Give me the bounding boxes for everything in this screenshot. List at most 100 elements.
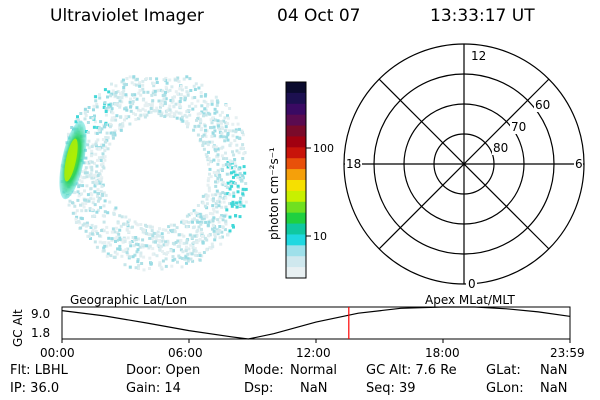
uv-pixel [118,244,122,248]
uv-pixel [221,163,225,167]
uv-pixel [129,244,133,248]
uv-pixel [132,111,135,115]
colorbar-segment [286,201,306,214]
uv-pixel [239,196,243,200]
uv-pixel [214,149,218,153]
uv-pixel [164,79,168,83]
uv-pixel [205,196,209,200]
uv-pixel [96,158,99,162]
uv-pixel [106,147,110,151]
uv-pixel [111,89,115,93]
uv-pixel [185,214,189,218]
uv-pixel [133,253,137,257]
uv-pixel [203,131,207,135]
uv-pixel [87,160,91,164]
uv-pixel [134,113,138,117]
uv-pixel [221,191,225,195]
uv-pixel [180,233,184,237]
image-title: Ultraviolet Imager [50,6,204,26]
uv-pixel [208,212,212,215]
uv-pixel [129,97,132,101]
uv-pixel [163,93,167,97]
uv-pixel [187,220,191,224]
uv-pixel [234,164,238,168]
colorbar-segment [286,223,306,235]
uv-pixel [137,264,141,267]
uv-pixel [158,263,162,266]
uv-pixel [98,96,102,100]
uv-pixel [236,184,240,188]
uv-pixel [149,110,153,114]
uv-pixel [139,113,143,117]
uv-pixel [143,104,147,108]
uv-pixel [104,123,108,127]
uv-pixel [101,241,105,245]
uv-pixel [98,147,102,151]
uv-pixel [244,182,248,185]
info-mode-label: Mode: [244,363,284,378]
uv-pixel [242,152,246,156]
uv-pixel [175,226,179,230]
uv-pixel [190,236,194,240]
uv-pixel [156,234,160,238]
uv-pixel [142,229,146,232]
uv-pixel [121,124,125,128]
uv-pixel [214,118,218,122]
uv-pixel [123,240,127,243]
uv-pixel [104,193,108,197]
uv-pixel [80,170,84,174]
uv-pixel [228,164,231,168]
uv-pixel [177,111,181,115]
uv-pixel [238,200,242,204]
uv-pixel [113,237,117,241]
uv-pixel [179,239,183,242]
uv-pixel [196,133,200,137]
uv-pixel [195,118,198,122]
uv-pixel [103,88,107,92]
uv-pixel [70,126,74,129]
colorbar-segment [286,256,306,268]
uv-pixel [143,109,147,113]
uv-pixel [214,145,218,149]
uv-pixel [91,214,94,218]
uv-pixel [137,267,140,270]
uv-pixel [102,191,106,195]
uv-pixel [118,95,122,99]
uv-pixel [85,184,89,188]
uv-pixel [160,244,163,248]
uv-pixel [212,207,215,211]
uv-pixel [228,143,232,147]
uv-pixel [149,262,153,266]
uv-pixel [228,202,232,206]
uv-pixel [90,168,94,172]
uv-pixel [224,219,228,223]
uv-pixel [125,223,129,226]
uv-pixel [205,248,209,252]
colorbar-segment [286,92,306,105]
uv-pixel [148,244,152,248]
uv-pixel [205,140,209,144]
uv-pixel [93,114,96,118]
uv-pixel [182,77,186,81]
uv-pixel [212,209,216,213]
uv-pixel [86,130,90,134]
apex-label: Apex MLat/MLT [425,293,515,307]
uv-pixel [221,127,224,131]
uv-pixel [88,173,92,177]
uv-pixel [239,203,243,207]
uv-pixel [130,81,134,85]
uv-pixel [78,178,82,182]
uv-pixel [213,129,217,133]
lat-label-60: 60 [535,98,550,112]
uv-pixel [229,141,233,145]
uv-pixel [122,237,126,241]
uv-pixel [132,75,136,79]
uv-pixel [150,93,154,97]
uv-pixel [222,157,225,160]
uv-pixel [211,227,214,231]
uv-pixel [201,144,205,147]
uv-pixel [124,115,128,119]
uv-pixel [120,215,124,219]
uv-pixel [127,115,131,119]
uv-pixel [77,194,81,198]
